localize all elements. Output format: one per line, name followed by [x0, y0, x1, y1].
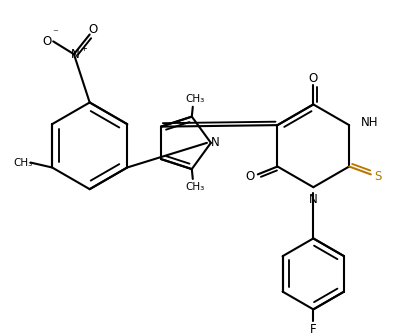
- Text: O: O: [43, 35, 52, 48]
- Text: N: N: [309, 193, 318, 206]
- Text: N: N: [210, 136, 219, 150]
- Text: O: O: [309, 72, 318, 85]
- Text: +: +: [80, 44, 87, 53]
- Text: S: S: [374, 170, 381, 183]
- Text: N: N: [71, 48, 79, 61]
- Text: O: O: [88, 23, 97, 36]
- Text: CH₃: CH₃: [185, 182, 204, 192]
- Text: ⁻: ⁻: [52, 29, 58, 39]
- Text: CH₃: CH₃: [13, 158, 32, 168]
- Text: CH₃: CH₃: [185, 94, 204, 104]
- Text: NH: NH: [361, 116, 379, 129]
- Text: F: F: [310, 323, 317, 336]
- Text: O: O: [245, 170, 255, 183]
